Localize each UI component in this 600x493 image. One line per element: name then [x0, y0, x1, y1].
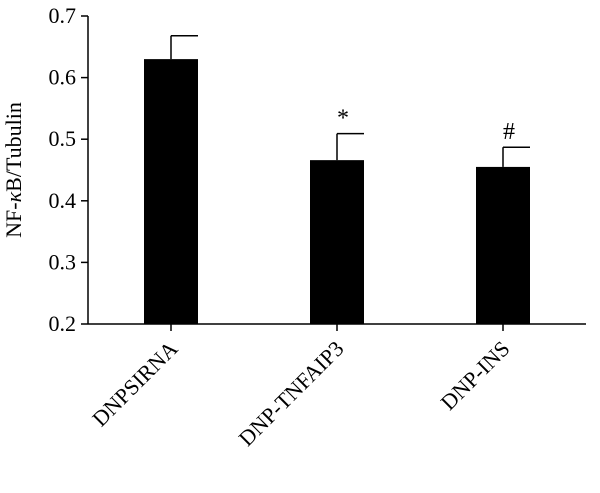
significance-marker: *	[337, 106, 349, 132]
y-tick-label: 0.5	[49, 126, 77, 151]
y-ticks: 0.2 0.3 0.4 0.5 0.6 0.7	[49, 3, 88, 336]
y-axis-label-part-2: B/Tubulin	[1, 102, 26, 192]
y-tick-label: 0.7	[49, 3, 77, 28]
x-tick-label: DNP-INS	[435, 336, 514, 415]
y-axis-label: NF-κB/Tubulin	[1, 102, 26, 238]
svg-text:NF-κB/Tubulin: NF-κB/Tubulin	[1, 102, 26, 238]
bars: *#	[144, 34, 530, 325]
y-axis-label-part-1: NF-	[1, 202, 26, 237]
x-ticks: DNPSIRNA DNP-TNFAIP3 DNP-INS	[87, 324, 515, 451]
x-tick-label: DNP-TNFAIP3	[233, 336, 348, 451]
bar	[310, 160, 364, 324]
x-tick-label: DNPSIRNA	[87, 336, 183, 432]
y-axis-label-kappa: κ	[1, 191, 26, 202]
bar	[144, 59, 198, 325]
y-tick-label: 0.6	[49, 65, 77, 90]
significance-marker: #	[503, 119, 515, 145]
y-tick-label: 0.4	[49, 188, 77, 213]
y-tick-label: 0.2	[49, 311, 77, 336]
bar	[476, 166, 530, 324]
y-tick-label: 0.3	[49, 249, 77, 274]
